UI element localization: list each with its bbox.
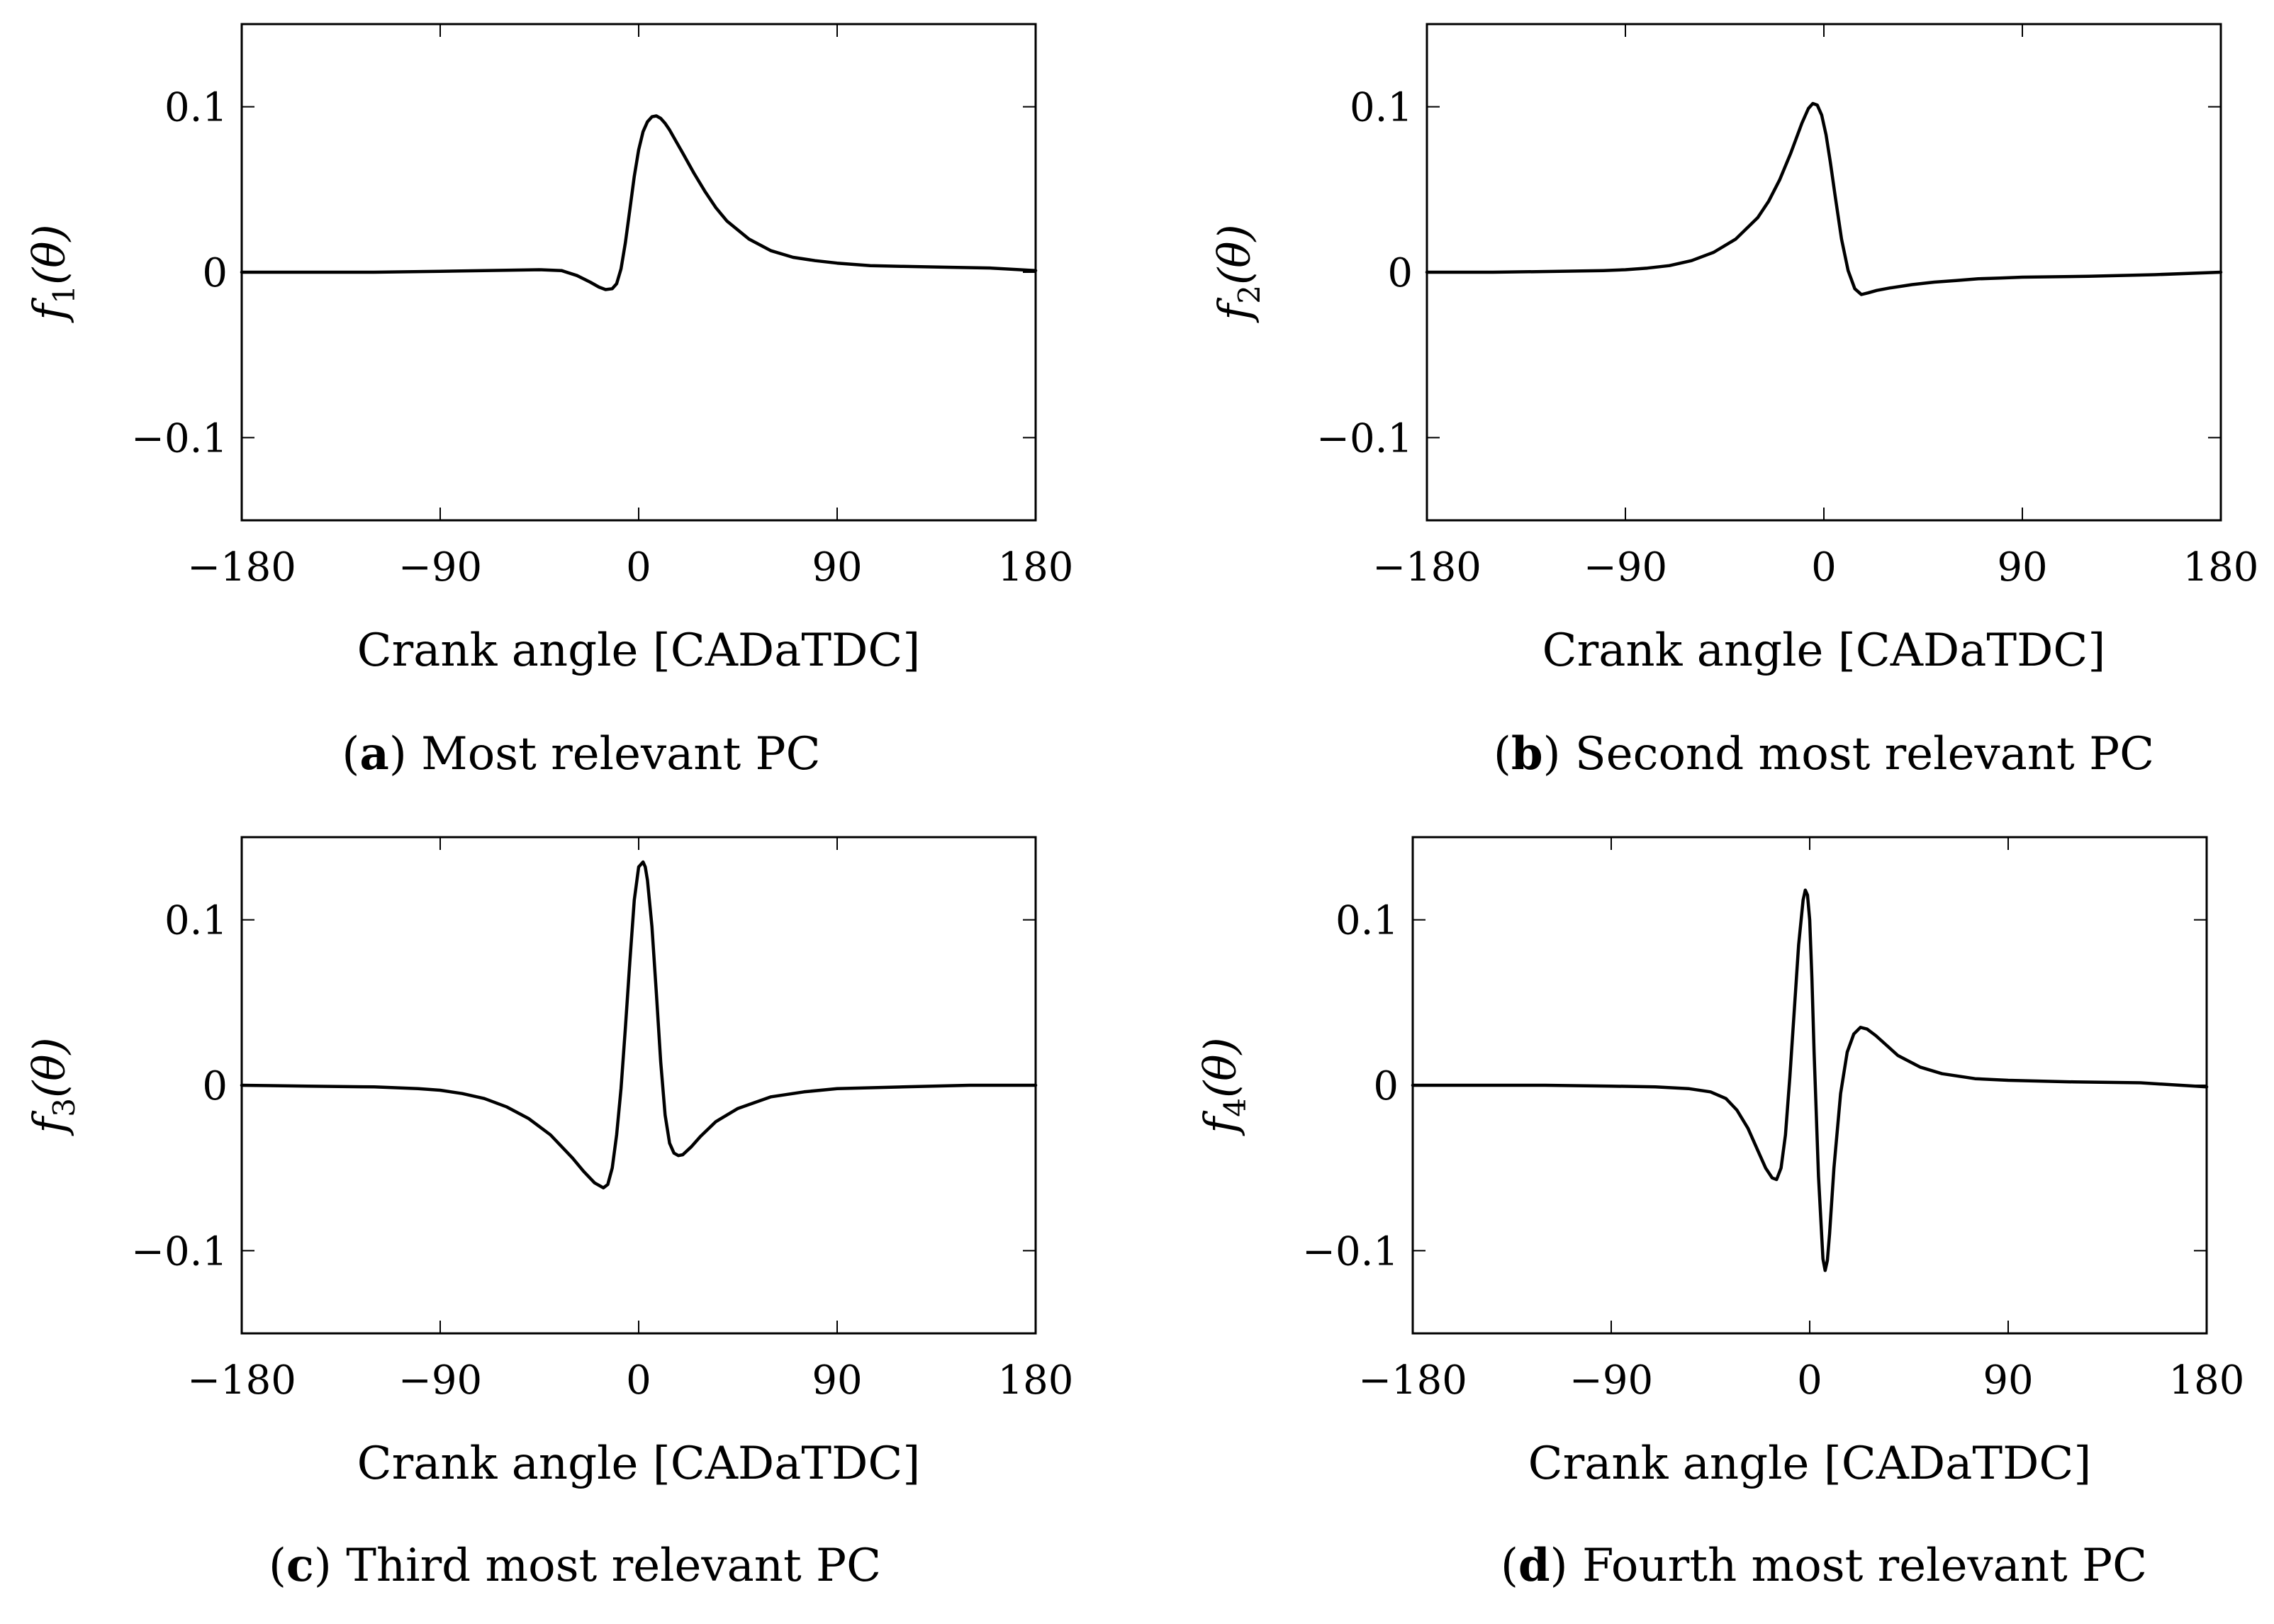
series-line-pc2 [1425,101,2223,296]
panel-caption: (c) Third most relevant PC [269,1539,881,1592]
y-tick-label: 0 [202,250,228,296]
y-tick-label: −0.1 [131,1228,228,1275]
x-axis-title: Crank angle [CADaTDC] [357,625,921,677]
y-axis-sub: 2 [1232,285,1267,304]
x-tick-label: −180 [1372,544,1482,590]
caption-letter: ( [1501,1540,1518,1592]
x-tick-label: 0 [626,544,651,590]
y-axis-title: f1(θ) [23,224,82,323]
x-axis-title: Crank angle [CADaTDC] [1542,625,2106,677]
x-axis-title: Crank angle [CADaTDC] [1528,1438,2092,1490]
y-tick-label: 0.1 [164,85,228,131]
y-tick-label: 0 [1373,1063,1399,1109]
x-tick-label: 180 [2183,544,2259,590]
x-tick-label: 0 [1811,544,1837,590]
x-tick-label: 180 [2169,1357,2245,1404]
x-tick-label: −180 [187,1357,296,1404]
y-tick-label: 0.1 [1350,85,1413,131]
panel-caption: (a) Most relevant PC [342,727,820,780]
y-axis-arg: (θ) [1209,224,1260,285]
x-tick-label: 0 [1797,1357,1822,1404]
caption-letter-bold: a [359,727,388,780]
y-axis-sub: 1 [47,285,82,304]
x-tick-label: 90 [1983,1357,2033,1404]
caption-text: Fourth most relevant PC [1582,1540,2147,1592]
chart-panel-a: −180 −90 0 90 180 −0.1 0 0.1 Crank angle [CADaTD… [23,23,1074,780]
x-tick-label: −180 [187,544,296,590]
y-axis-arg: (θ) [23,224,75,285]
x-axis-title: Crank angle [CADaTDC] [357,1438,921,1490]
caption-letter: ( [1494,728,1511,780]
caption-letter: ( [342,728,359,780]
x-tick-label: −90 [398,1357,482,1404]
x-tick-label: 180 [998,544,1074,590]
y-tick-label: 0.1 [164,898,228,944]
x-tick-label: 90 [812,544,862,590]
x-tick-label: 180 [998,1357,1074,1404]
caption-text: Third most relevant PC [346,1540,881,1592]
caption-letter-bold: d [1518,1539,1550,1592]
caption-text: Most relevant PC [421,728,820,780]
y-tick-label: −0.1 [131,415,228,461]
chart-panel-b: −180 −90 0 90 180 −0.1 0 0.1 Crank angle [CADaTD… [1209,23,2259,780]
x-tick-label: 90 [812,1357,862,1404]
y-tick-label: 0 [1387,250,1413,296]
plot-frame [1411,836,2208,1335]
plot-frame [1426,23,2222,522]
y-axis-arg: (θ) [23,1037,75,1098]
x-tick-label: −90 [1584,544,1667,590]
caption-text: Second most relevant PC [1575,728,2154,780]
x-tick-label: 90 [1997,544,2047,590]
x-tick-label: −90 [398,544,482,590]
series-line-pc1 [240,114,1038,291]
panel-caption: (d) Fourth most relevant PC [1501,1539,2147,1592]
caption-letter-bold: b [1511,727,1543,780]
y-tick-label: −0.1 [1302,1228,1399,1275]
caption-letter: ( [269,1540,286,1592]
x-tick-label: 0 [626,1357,651,1404]
chart-panel-d: −180 −90 0 90 180 −0.1 0 0.1 Crank angle [CADaTD… [1194,836,2245,1592]
series-line-pc4 [1411,888,2209,1272]
y-axis-sub: 3 [47,1098,82,1117]
chart-panel-c: −180 −90 0 90 180 −0.1 0 0.1 Crank angle [CADaTD… [23,836,1074,1592]
caption-letter-close: ) [1543,728,1575,780]
y-axis-arg: (θ) [1194,1037,1246,1098]
series-line-pc3 [240,860,1038,1189]
y-axis-title: f4(θ) [1194,1037,1253,1136]
panel-caption: (b) Second most relevant PC [1494,727,2154,780]
y-tick-label: 0.1 [1335,898,1399,944]
caption-letter-close: ) [1550,1540,1582,1592]
x-tick-label: −90 [1569,1357,1653,1404]
plot-frame [240,836,1037,1335]
plot-frame [240,23,1037,522]
x-tick-label: −180 [1358,1357,1467,1404]
y-axis-title: f2(θ) [1209,224,1267,323]
caption-letter-close: ) [389,728,421,780]
y-tick-label: 0 [202,1063,228,1109]
y-tick-label: −0.1 [1316,415,1413,461]
y-axis-sub: 4 [1218,1098,1253,1117]
caption-letter-close: ) [314,1540,346,1592]
caption-letter-bold: c [286,1539,314,1592]
y-axis-title: f3(θ) [23,1037,82,1136]
